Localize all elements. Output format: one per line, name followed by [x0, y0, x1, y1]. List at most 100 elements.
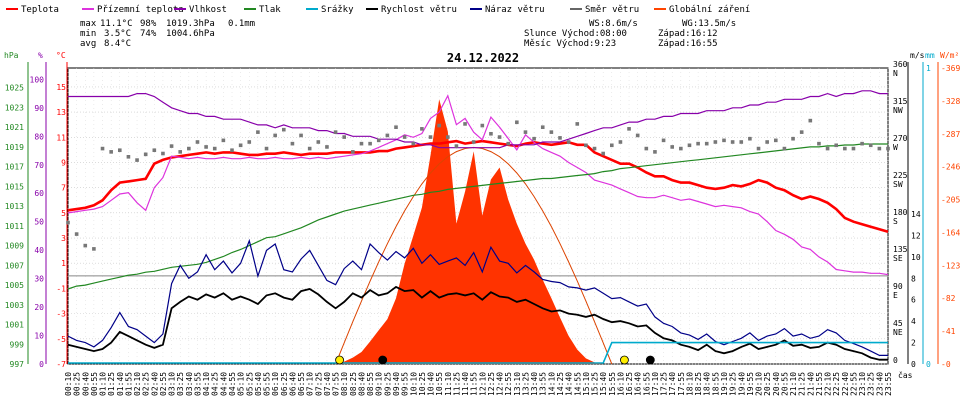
wind-dir-point — [722, 138, 726, 143]
x-tick-label: 02:25 — [142, 372, 151, 396]
info-block: WS:8.6m/s WG:13.5m/s Slunce Východ:08:00… — [524, 19, 736, 49]
wind-dir-point — [506, 141, 511, 146]
wind-dir-point — [627, 127, 631, 131]
humidity-tick: 40 — [34, 246, 44, 255]
humidity-tick: 50 — [34, 218, 44, 227]
wind-dir-tick: S — [893, 217, 898, 226]
wind-dir-point — [471, 140, 476, 144]
rain-tick: 0 — [926, 360, 931, 369]
wind-dir-point — [566, 140, 571, 144]
stats-block: max 11.1°C 98% 1019.3hPa 0.1mm min 3.5°C… — [80, 19, 255, 49]
x-tick-label: 07:25 — [314, 372, 323, 396]
radiation-tick: -82 — [941, 294, 956, 303]
radiation-tick: -369 — [941, 64, 960, 73]
wind-dir-tick: 270 — [893, 134, 908, 143]
wind-dir-point — [799, 130, 804, 134]
wind-dir-point — [592, 146, 597, 151]
wind-dir-point — [264, 146, 269, 151]
pressure-tick: 1009 — [5, 242, 24, 251]
wind-dir-point — [333, 130, 338, 134]
stats-min-press: 1004.6hPa — [166, 29, 215, 39]
info-wg: WG:13.5m/s — [682, 19, 736, 29]
radiation-tick: -246 — [941, 163, 960, 172]
unit-pct: % — [38, 51, 43, 60]
wind-dir-point — [247, 140, 252, 144]
wind-dir-point — [696, 141, 700, 146]
wind-speed-tick: 12 — [911, 231, 921, 240]
chart-title: 24.12.2022 — [447, 51, 519, 65]
wind-dir-point — [290, 141, 295, 146]
stats-avg-label: avg — [80, 39, 96, 49]
wind-dir-point — [368, 141, 372, 146]
x-tick-label: 21:10 — [789, 372, 798, 396]
x-tick-label: 11:40 — [461, 372, 470, 396]
x-tick-label: 08:55 — [366, 372, 375, 396]
pressure-tick: 1007 — [5, 261, 24, 270]
x-tick-label: 19:55 — [746, 372, 755, 396]
wind-dir-point — [644, 146, 649, 151]
wind-dir-point — [532, 136, 536, 141]
temperature-tick: 3 — [61, 234, 66, 243]
series-p-zemn-teplota — [67, 94, 889, 276]
x-tick-label: 22:40 — [841, 372, 850, 396]
x-tick-label: 18:10 — [685, 372, 694, 396]
wind-speed-tick: 14 — [911, 210, 921, 219]
x-tick-label: 05:25 — [245, 372, 254, 396]
wind-dir-point — [100, 146, 105, 151]
pressure-tick: 1023 — [5, 103, 24, 112]
wind-dir-tick: 0 — [893, 356, 898, 365]
wind-dir-point — [782, 146, 787, 151]
wind-dir-point — [670, 145, 675, 149]
series-vlhkost — [68, 90, 888, 149]
legend-label: Globální záření — [669, 5, 750, 15]
wind-dir-point — [791, 136, 795, 141]
wind-dir-point — [773, 138, 778, 143]
x-tick-label: 11:10 — [444, 372, 453, 396]
wind-dir-point — [713, 140, 718, 144]
pressure-tick: 1025 — [5, 84, 24, 93]
wind-dir-point — [221, 138, 226, 143]
x-tick-label: 18:55 — [711, 372, 720, 396]
wind-dir-point — [66, 220, 70, 225]
wind-dir-point — [834, 143, 839, 148]
x-tick-label: 17:40 — [668, 372, 677, 396]
pressure-tick: 1021 — [5, 123, 24, 132]
x-tick-label: 18:40 — [703, 372, 712, 396]
x-tick-label: 06:10 — [271, 372, 280, 396]
wind-dir-point — [169, 144, 174, 148]
wind-dir-point — [609, 143, 614, 148]
wind-dir-point — [187, 146, 191, 151]
legend-label: Náraz větru — [485, 5, 545, 15]
series-tlak — [67, 143, 888, 290]
x-tick-label: 00:40 — [81, 372, 90, 396]
stats-max-hum: 98% — [140, 19, 157, 29]
wind-dir-point — [601, 151, 605, 156]
wind-dir-point — [756, 146, 761, 151]
wind-speed-tick: 6 — [911, 296, 916, 305]
wind-speed-tick: 8 — [911, 274, 916, 283]
unit-wm2: W/m² — [940, 51, 959, 60]
wind-dir-tick: SW — [893, 180, 903, 189]
x-tick-label: 17:55 — [677, 372, 686, 396]
x-tick-label: 23:55 — [884, 372, 893, 396]
humidity-tick: 80 — [34, 132, 44, 141]
temperature-tick: -5 — [56, 335, 66, 344]
x-tick-label: 01:10 — [99, 372, 108, 396]
x-tick-label: 23:10 — [858, 372, 867, 396]
wind-dir-point — [748, 136, 752, 141]
x-tick-label: 15:40 — [599, 372, 608, 396]
temperature-tick: -7 — [56, 360, 66, 369]
wind-dir-point — [316, 140, 321, 144]
x-tick-label: 19:25 — [729, 372, 738, 396]
x-tick-label: 14:40 — [565, 372, 574, 396]
wind-dir-point — [376, 138, 381, 143]
x-tick-label: 13:40 — [530, 372, 539, 396]
legend-label: Tlak — [259, 5, 281, 15]
pressure-tick: 1013 — [5, 202, 24, 211]
x-tick-label: 09:10 — [375, 372, 384, 396]
wind-dir-point — [549, 130, 554, 134]
legend-label: Teplota — [21, 5, 59, 15]
x-tick-label: 18:25 — [694, 372, 703, 396]
